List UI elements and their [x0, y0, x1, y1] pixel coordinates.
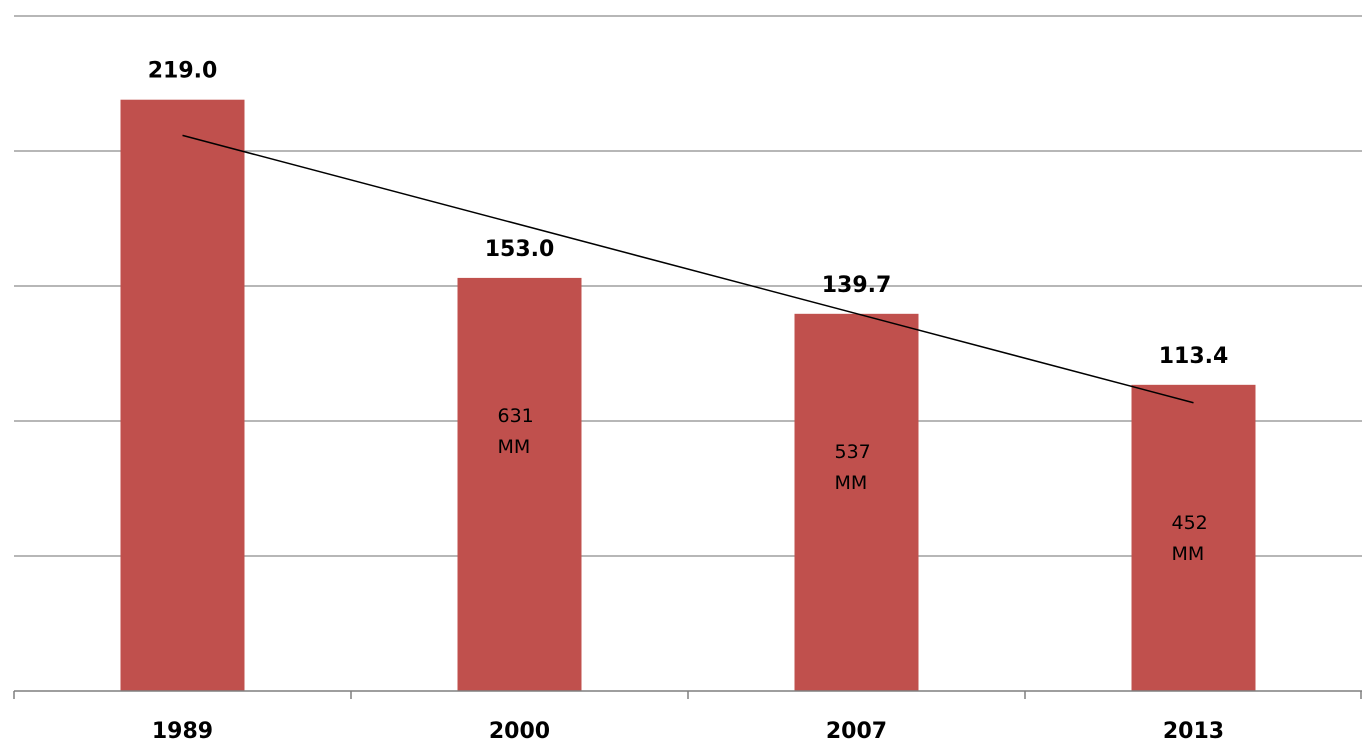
data-label-2007: 139.7	[822, 273, 892, 298]
trendline	[182, 134, 1194, 404]
x-tick-label-2000: 2000	[489, 719, 550, 744]
trendline-layer	[182, 134, 1194, 404]
annotation-value-2000: 631	[498, 405, 534, 427]
bars	[120, 99, 1256, 691]
annotation-unit-2013: MM	[1172, 543, 1205, 565]
bar-2000	[457, 277, 582, 691]
data-label-2013: 113.4	[1159, 344, 1229, 369]
labels: 1989 2000 2007 2013 219.0 153.0 139.7 113.4 631 M…	[148, 59, 1229, 744]
x-tick-label-2013: 2013	[1163, 719, 1224, 744]
x-axis	[13, 690, 1362, 699]
annotation-unit-2007: MM	[835, 472, 868, 494]
annotation-value-2013: 452	[1172, 512, 1208, 534]
annotation-value-2007: 537	[835, 441, 871, 463]
bar-2007	[794, 313, 919, 691]
bar-2013	[1131, 384, 1256, 691]
annotation-unit-2000: MM	[498, 436, 531, 458]
bar-1989	[120, 99, 245, 691]
data-label-2000: 153.0	[485, 237, 555, 262]
data-label-1989: 219.0	[148, 59, 218, 84]
x-tick-label-2007: 2007	[826, 719, 887, 744]
x-tick-label-1989: 1989	[152, 719, 213, 744]
